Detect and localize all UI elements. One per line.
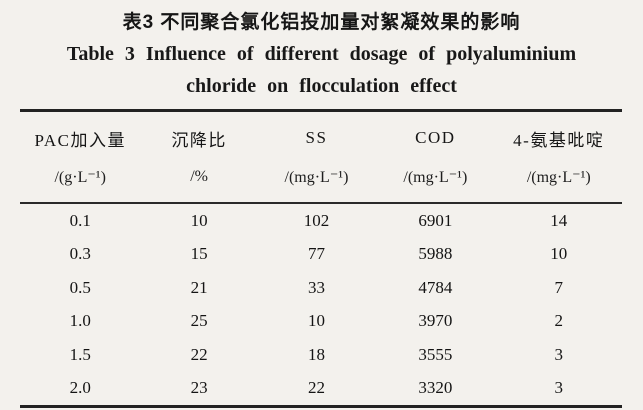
table-cell: 1.0 — [69, 311, 91, 331]
column-unit-ss: /(mg·L⁻¹) — [257, 158, 376, 204]
table-title-english: Table 3 Influence of different dosage of… — [0, 38, 643, 102]
table-cell: 14 — [550, 210, 568, 230]
column-unit-pac-dosage: /(g·L⁻¹) — [20, 158, 141, 204]
column-unit-aminopyridine: /(mg·L⁻¹) — [495, 158, 622, 204]
table-cell: 7 — [554, 277, 564, 297]
table-cell: 22 — [190, 344, 208, 364]
table-cell: 25 — [190, 311, 208, 331]
column-header-cod: COD — [415, 128, 456, 147]
table-row: 0.3 15 77 5988 10 — [20, 238, 622, 272]
column-header-aminopyridine: 4-氨基吡啶 — [513, 130, 605, 150]
table-cell: 10 — [550, 244, 568, 264]
table-row: 2.0 23 22 3320 3 — [20, 372, 622, 407]
flocculation-results-table: PAC加入量 沉降比 SS COD 4-氨基吡啶 /(g·L⁻¹) /% /(m… — [20, 109, 622, 408]
table-cell: 2.0 — [69, 378, 91, 398]
table-cell: 10 — [190, 210, 208, 230]
column-header-ss: SS — [305, 128, 328, 147]
table-header: PAC加入量 沉降比 SS COD 4-氨基吡啶 /(g·L⁻¹) /% /(m… — [20, 111, 622, 204]
table-cell: 102 — [303, 210, 330, 230]
table-row: 1.0 25 10 3970 2 — [20, 305, 622, 339]
table-cell: 15 — [190, 244, 208, 264]
column-header-settling-ratio: 沉降比 — [171, 130, 227, 150]
header-name-row: PAC加入量 沉降比 SS COD 4-氨基吡啶 — [20, 111, 622, 159]
table-cell: 3970 — [418, 311, 453, 331]
table-body: 0.1 10 102 6901 14 0.3 15 77 5988 10 0.5… — [20, 203, 622, 407]
table-cell: 4784 — [418, 277, 453, 297]
table-row: 0.1 10 102 6901 14 — [20, 203, 622, 238]
table-cell: 3 — [554, 344, 564, 364]
column-header-pac-dosage: PAC加入量 — [34, 130, 126, 150]
table-cell: 5988 — [418, 244, 453, 264]
table-row: 0.5 21 33 4784 7 — [20, 271, 622, 305]
table-cell: 22 — [307, 378, 325, 398]
table-cell: 33 — [307, 277, 325, 297]
table-cell: 3555 — [418, 344, 453, 364]
table-title-english-line1: Table 3 Influence of different dosage of… — [66, 43, 577, 65]
column-unit-settling-ratio: /% — [140, 158, 258, 204]
table-cell: 1.5 — [69, 344, 91, 364]
table-cell: 10 — [307, 311, 325, 331]
table-title-chinese: 表3 不同聚合氯化铝投加量对絮凝效果的影响 — [122, 12, 521, 33]
table-cell: 77 — [307, 244, 325, 264]
table-title-english-line2: chloride on flocculation effect — [186, 75, 457, 97]
table-cell: 0.3 — [69, 244, 91, 264]
table-cell: 2 — [554, 311, 564, 331]
table-cell: 3320 — [418, 378, 453, 398]
table-cell: 0.5 — [69, 277, 91, 297]
table-cell: 18 — [307, 344, 325, 364]
table-cell: 3 — [554, 378, 564, 398]
table-row: 1.5 22 18 3555 3 — [20, 338, 622, 372]
column-unit-cod: /(mg·L⁻¹) — [375, 158, 496, 204]
header-unit-row: /(g·L⁻¹) /% /(mg·L⁻¹) /(mg·L⁻¹) /(mg·L⁻¹… — [20, 158, 622, 204]
table-cell: 21 — [190, 277, 208, 297]
table-cell: 0.1 — [69, 210, 91, 230]
table-cell: 6901 — [418, 210, 453, 230]
table-cell: 23 — [190, 378, 208, 398]
